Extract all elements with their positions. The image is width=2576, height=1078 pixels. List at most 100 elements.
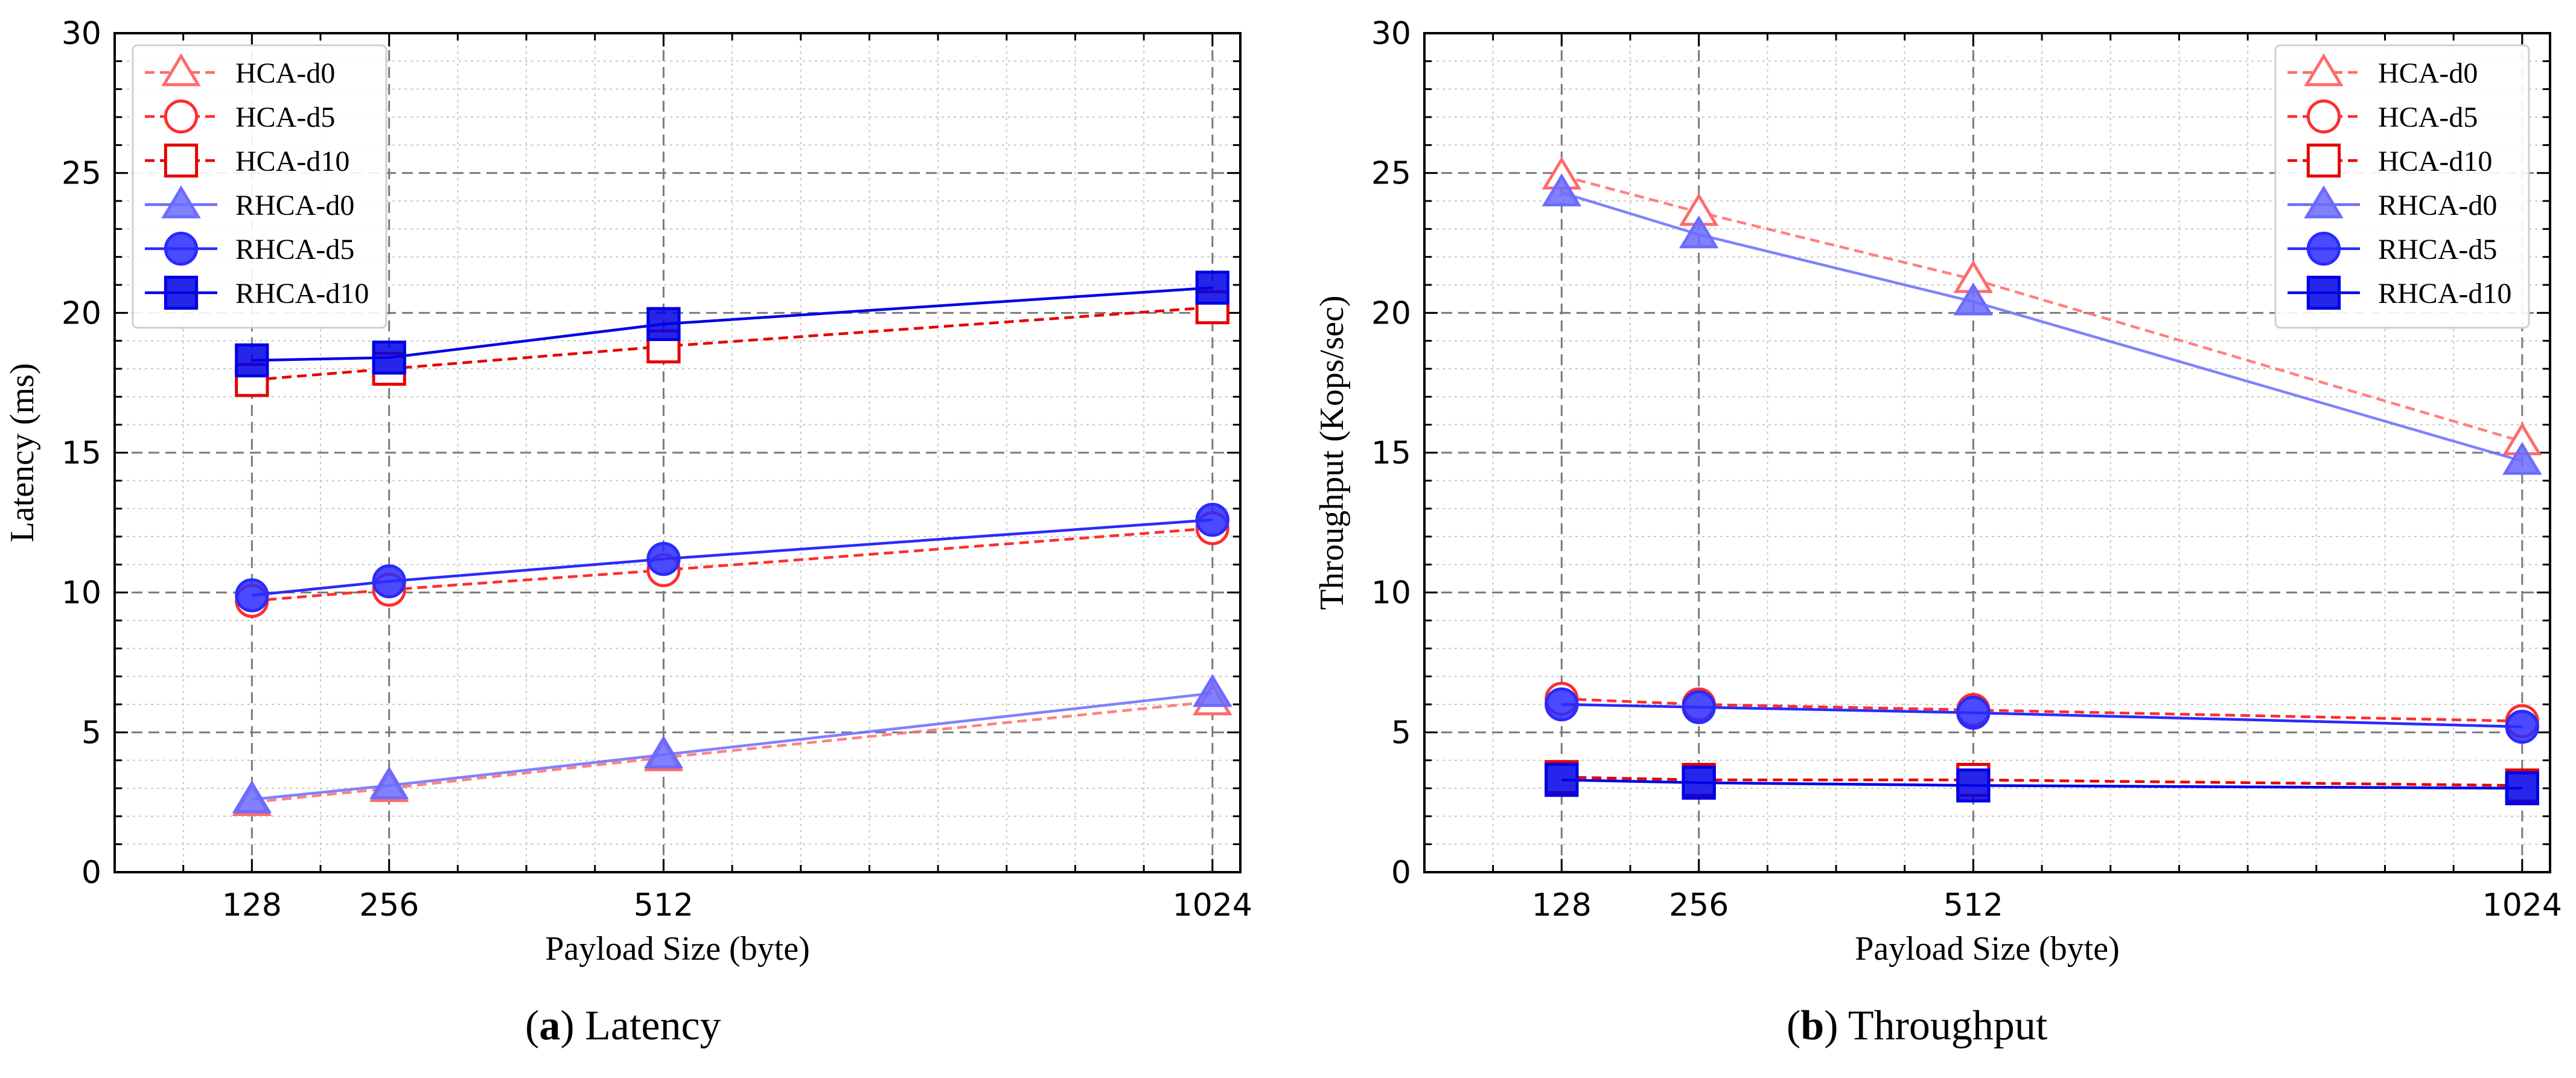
x-tick-label: 256 — [1669, 887, 1729, 923]
caption-open-paren: ( — [1787, 1003, 1801, 1049]
y-tick-label: 5 — [1391, 715, 1411, 751]
data-point-rhca-d0 — [643, 735, 684, 769]
data-point-rhca-d10 — [1682, 765, 1716, 800]
caption-letter: a — [539, 1003, 561, 1049]
y-tick-label: 25 — [62, 156, 101, 192]
data-point-rhca-d10 — [1545, 762, 1579, 797]
legend-label-hca-d5: HCA-d5 — [2378, 101, 2478, 133]
y-tick-label: 5 — [81, 715, 101, 751]
data-point-rhca-d5 — [235, 578, 269, 613]
x-axis-label: Payload Size (byte) — [545, 930, 810, 968]
data-point-rhca-d0 — [1193, 674, 1232, 707]
data-point-rhca-d5 — [372, 564, 406, 599]
series-line-hca-d0 — [1561, 174, 2523, 443]
series-line-rhca-d0 — [1561, 191, 2523, 463]
y-tick-label: 10 — [1371, 575, 1411, 611]
legend: HCA-d0 HCA-d5 HCA-d10 RHCA-d0 RHCA-d5 RHCA-d1… — [132, 44, 387, 329]
legend-marker-hca-d0 — [161, 53, 201, 86]
caption-open-paren: ( — [525, 1003, 540, 1049]
x-tick-label: 128 — [1532, 887, 1592, 923]
legend-marker-rhca-d10 — [2306, 275, 2341, 310]
data-point-rhca-d0 — [369, 766, 409, 800]
series-rhca-d0 — [1541, 173, 2542, 475]
legend-marker-rhca-d0 — [161, 185, 201, 218]
legend-label-hca-d5: HCA-d5 — [235, 101, 335, 133]
legend: HCA-d0 HCA-d5 HCA-d10 RHCA-d0 RHCA-d5 RHCA-d1… — [2274, 44, 2530, 329]
y-tick-label: 30 — [1371, 16, 1411, 52]
legend-marker-rhca-d5 — [164, 231, 199, 266]
series-line-hca-d0 — [252, 700, 1213, 804]
series-rhca-d5 — [235, 503, 1229, 613]
series-line-hca-d5 — [1561, 697, 2522, 723]
legend-label-rhca-d0: RHCA-d0 — [2378, 190, 2497, 222]
data-point-rhca-d5 — [646, 541, 681, 576]
legend-marker-hca-d5 — [164, 99, 199, 134]
legend-label-rhca-d10: RHCA-d10 — [2378, 278, 2511, 310]
caption-close-paren: ) — [560, 1003, 575, 1049]
x-tick-label: 1024 — [2482, 887, 2562, 923]
series-line-rhca-d5 — [252, 518, 1213, 597]
data-point-rhca-d5 — [2505, 709, 2539, 744]
data-point-rhca-d10 — [372, 340, 406, 375]
data-point-rhca-d10 — [1195, 270, 1229, 305]
caption-text: Latency — [585, 1003, 721, 1049]
data-point-rhca-d5 — [1956, 695, 1991, 730]
y-axis-label: Latency (ms) — [4, 363, 41, 543]
y-tick-label: 25 — [1371, 156, 1411, 192]
legend-label-rhca-d5: RHCA-d5 — [235, 234, 354, 266]
x-tick-label: 256 — [359, 887, 419, 923]
legend-marker-hca-d0 — [2304, 53, 2344, 86]
data-point-rhca-d10 — [2505, 771, 2539, 806]
legend-marker-rhca-d5 — [2306, 231, 2341, 266]
series-rhca-d0 — [232, 674, 1232, 814]
y-tick-label: 20 — [1371, 295, 1411, 331]
legend-marker-hca-d5 — [2306, 99, 2341, 134]
data-point-rhca-d5 — [1195, 503, 1229, 537]
x-tick-label: 512 — [1943, 887, 2003, 923]
legend-label-hca-d10: HCA-d10 — [235, 145, 349, 177]
x-axis-label: Payload Size (byte) — [1855, 930, 2120, 968]
series-line-rhca-d10 — [1561, 778, 2522, 790]
data-point-rhca-d0 — [1953, 282, 1994, 316]
caption-latency: (a) Latency — [525, 1002, 721, 1050]
legend-label-rhca-d10: RHCA-d10 — [235, 278, 369, 310]
y-tick-label: 15 — [62, 435, 101, 471]
caption-letter: b — [1800, 1003, 1825, 1049]
caption-text: Throughput — [1848, 1003, 2048, 1049]
series-rhca-d5 — [1545, 687, 2539, 744]
caption-close-paren: ) — [1824, 1003, 1838, 1049]
series-line-rhca-d0 — [252, 692, 1213, 801]
y-tick-label: 0 — [81, 855, 101, 891]
series-line-hca-d5 — [252, 526, 1213, 602]
data-point-rhca-d5 — [1545, 687, 1579, 722]
y-tick-label: 10 — [62, 575, 101, 611]
x-tick-label: 512 — [634, 887, 693, 923]
x-tick-label: 1024 — [1173, 887, 1252, 923]
legend-label-hca-d0: HCA-d0 — [2378, 57, 2478, 89]
legend-marker-hca-d10 — [164, 143, 199, 178]
series-rhca-d10 — [1545, 762, 2539, 806]
data-point-rhca-d10 — [235, 343, 269, 378]
y-tick-label: 30 — [62, 16, 101, 52]
y-axis-label: Throughput (Kops/sec) — [1313, 295, 1351, 610]
data-point-rhca-d5 — [1682, 690, 1716, 724]
y-tick-label: 0 — [1391, 855, 1411, 891]
y-tick-label: 15 — [1371, 435, 1411, 471]
legend-marker-rhca-d10 — [164, 275, 199, 310]
latency-chart: 0 5 10 15 20 25 30 128 256 512 1024 Payload Size (b… — [4, 16, 1252, 968]
caption-throughput: (b) Throughput — [1787, 1002, 2047, 1050]
legend-label-rhca-d5: RHCA-d5 — [2378, 234, 2497, 266]
legend-label-hca-d10: HCA-d10 — [2378, 145, 2492, 177]
y-tick-label: 20 — [62, 295, 101, 331]
series-line-hca-d10 — [252, 305, 1213, 381]
data-point-rhca-d0 — [232, 780, 272, 814]
legend-label-rhca-d0: RHCA-d0 — [235, 190, 354, 222]
data-point-rhca-d0 — [1541, 173, 1582, 206]
series-line-hca-d10 — [1561, 776, 2522, 787]
x-tick-label: 128 — [222, 887, 282, 923]
data-point-rhca-d0 — [1679, 215, 1719, 249]
throughput-chart: 0 5 10 15 20 25 30 128 256 512 1024 Payload Size (b… — [1313, 16, 2562, 968]
legend-marker-hca-d10 — [2306, 143, 2341, 178]
series-rhca-d10 — [235, 270, 1229, 378]
